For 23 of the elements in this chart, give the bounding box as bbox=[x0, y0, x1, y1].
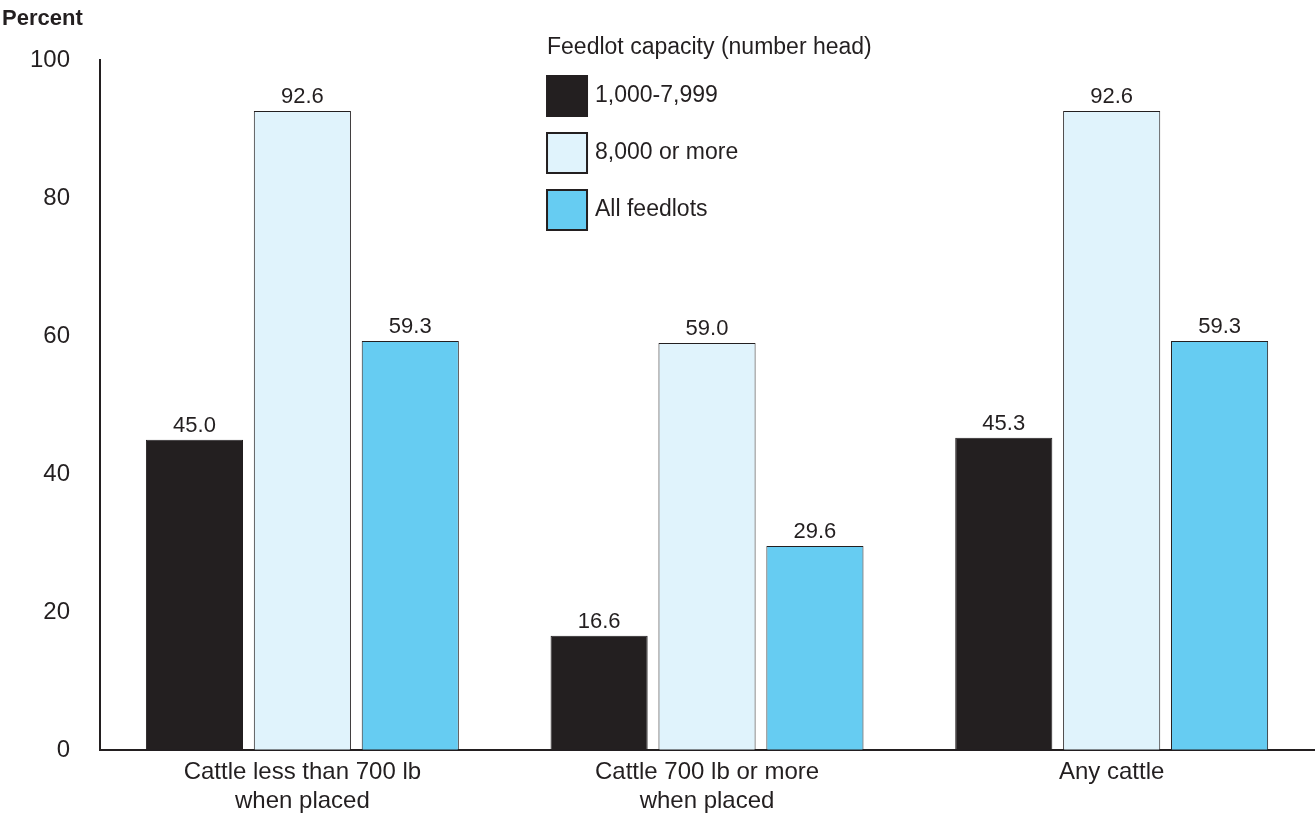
data-label: 45.3 bbox=[982, 409, 1026, 435]
data-label: 92.6 bbox=[1090, 83, 1134, 109]
y-axis-title: Percent bbox=[2, 5, 84, 31]
y-tick-label: 100 bbox=[30, 44, 71, 72]
y-tick-label: 60 bbox=[43, 320, 71, 348]
x-tick-label: Any cattle bbox=[1058, 757, 1165, 785]
data-label: 45.0 bbox=[173, 411, 216, 437]
y-tick-label: 0 bbox=[56, 735, 71, 763]
data-label: 29.6 bbox=[793, 518, 837, 544]
x-tick-label: Cattle less than 700 lb when placed bbox=[183, 757, 422, 814]
data-label: 59.3 bbox=[388, 313, 432, 339]
y-tick-label: 20 bbox=[43, 596, 71, 624]
y-tick-label: 80 bbox=[43, 182, 71, 210]
legend-title: Feedlot capacity (number head) bbox=[547, 33, 872, 60]
data-label: 92.6 bbox=[280, 83, 324, 109]
data-label: 16.6 bbox=[577, 607, 621, 633]
data-label: 59.3 bbox=[1198, 313, 1241, 339]
x-tick-label: Cattle 700 lb or more when placed bbox=[594, 757, 820, 814]
y-tick-label: 40 bbox=[43, 458, 71, 486]
legend-label: 8,000 or more bbox=[595, 138, 739, 165]
legend-label: 1,000-7,999 bbox=[595, 81, 718, 108]
legend-label: All feedlots bbox=[595, 195, 708, 222]
data-label: 59.0 bbox=[685, 315, 729, 341]
